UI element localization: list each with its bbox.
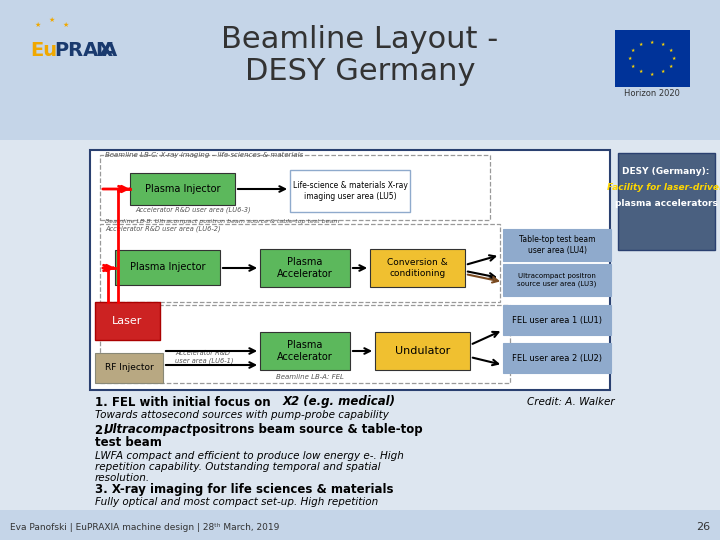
Text: ★: ★ [631, 64, 635, 69]
Text: DESY (Germany):: DESY (Germany): [622, 167, 710, 177]
FancyBboxPatch shape [260, 249, 350, 287]
Text: Conversion &
conditioning: Conversion & conditioning [387, 258, 448, 278]
FancyBboxPatch shape [370, 249, 465, 287]
Text: PRAX: PRAX [54, 40, 113, 59]
FancyBboxPatch shape [503, 229, 611, 261]
FancyBboxPatch shape [375, 332, 470, 370]
Text: Accelerator R&D user area (LU6-2): Accelerator R&D user area (LU6-2) [105, 226, 220, 232]
Text: Plasma Injector: Plasma Injector [130, 262, 205, 273]
Text: positrons beam source & table-top: positrons beam source & table-top [188, 423, 423, 436]
Text: Ultracompact: Ultracompact [103, 423, 192, 436]
Text: Beamline Layout -: Beamline Layout - [221, 25, 499, 55]
Text: Towards attosecond sources with pump-probe capability: Towards attosecond sources with pump-pro… [95, 410, 389, 420]
Text: ★: ★ [628, 56, 632, 60]
Text: ★: ★ [661, 69, 665, 75]
Text: IA: IA [95, 40, 117, 59]
Text: Undulator: Undulator [395, 346, 450, 356]
FancyBboxPatch shape [0, 140, 720, 510]
Text: X2 (e.g. medical): X2 (e.g. medical) [283, 395, 396, 408]
Text: ★: ★ [63, 22, 69, 28]
Text: Credit: A. Walker: Credit: A. Walker [527, 397, 615, 407]
Text: Beamline LB-A: FEL: Beamline LB-A: FEL [276, 374, 344, 380]
Text: Ultracompact positron
source user area (LU3): Ultracompact positron source user area (… [517, 273, 597, 287]
Text: plasma accelerators: plasma accelerators [615, 199, 717, 207]
Text: ★: ★ [35, 22, 41, 28]
Text: LWFA compact and efficient to produce low energy e-. High: LWFA compact and efficient to produce lo… [95, 451, 404, 461]
Text: Table-top test beam
user area (LU4): Table-top test beam user area (LU4) [518, 235, 595, 255]
FancyBboxPatch shape [95, 302, 160, 340]
Text: Facility for laser-driven: Facility for laser-driven [607, 184, 720, 192]
FancyBboxPatch shape [503, 264, 611, 296]
FancyBboxPatch shape [618, 153, 715, 250]
Text: ★: ★ [669, 48, 673, 52]
Text: Life-science & materials X-ray
imaging user area (LU5): Life-science & materials X-ray imaging u… [292, 181, 408, 201]
Text: 3. X-ray imaging for life sciences & materials: 3. X-ray imaging for life sciences & mat… [95, 483, 394, 496]
Text: 1. FEL with initial focus on: 1. FEL with initial focus on [95, 395, 275, 408]
Text: FEL user area 2 (LU2): FEL user area 2 (LU2) [512, 354, 602, 362]
FancyBboxPatch shape [115, 250, 220, 285]
Text: FEL user area 1 (LU1): FEL user area 1 (LU1) [512, 315, 602, 325]
Text: resolution.: resolution. [95, 473, 150, 483]
Text: Horizon 2020: Horizon 2020 [624, 89, 680, 98]
Text: Accelerator R&D
user area (LU6-1): Accelerator R&D user area (LU6-1) [175, 350, 233, 364]
FancyBboxPatch shape [290, 170, 410, 212]
Text: ★: ★ [639, 42, 643, 46]
Text: ★: ★ [672, 56, 676, 60]
Text: 2.: 2. [95, 423, 112, 436]
FancyBboxPatch shape [260, 332, 350, 370]
FancyBboxPatch shape [0, 512, 720, 540]
Text: Eu: Eu [30, 40, 57, 59]
Text: Eva Panofski | EuPRAXIA machine design | 28ᵗʰ March, 2019: Eva Panofski | EuPRAXIA machine design |… [10, 523, 279, 531]
Text: ★: ★ [661, 42, 665, 46]
FancyBboxPatch shape [503, 305, 611, 335]
Text: ★: ★ [669, 64, 673, 69]
Text: Beamline LB-C: X-ray imaging – life sciences & materials: Beamline LB-C: X-ray imaging – life scie… [105, 152, 303, 158]
Text: test beam: test beam [95, 436, 162, 449]
Text: ★: ★ [650, 39, 654, 44]
Text: Fully optical and most compact set-up. High repetition: Fully optical and most compact set-up. H… [95, 497, 378, 507]
FancyBboxPatch shape [503, 343, 611, 373]
Text: Laser: Laser [112, 316, 143, 326]
Text: Accelerator R&D user area (LU6-3): Accelerator R&D user area (LU6-3) [135, 207, 251, 213]
Text: DESY Germany: DESY Germany [245, 57, 475, 86]
Text: RF Injector: RF Injector [104, 363, 153, 373]
Text: 26: 26 [696, 522, 710, 532]
Text: Plasma
Accelerator: Plasma Accelerator [277, 340, 333, 362]
Text: Plasma Injector: Plasma Injector [145, 184, 220, 194]
Text: ★: ★ [49, 17, 55, 23]
Text: ★: ★ [650, 71, 654, 77]
FancyBboxPatch shape [90, 150, 610, 390]
FancyBboxPatch shape [95, 353, 163, 383]
Text: ★: ★ [631, 48, 635, 52]
FancyBboxPatch shape [615, 30, 690, 87]
FancyBboxPatch shape [130, 173, 235, 205]
Text: Plasma
Accelerator: Plasma Accelerator [277, 257, 333, 279]
FancyBboxPatch shape [0, 0, 720, 140]
Text: Beamline LB-B: Ultracompact positron beam source & table-top test beam: Beamline LB-B: Ultracompact positron bea… [105, 219, 340, 225]
Text: repetition capability. Outstanding temporal and spatial: repetition capability. Outstanding tempo… [95, 462, 380, 472]
Text: ★: ★ [639, 69, 643, 75]
